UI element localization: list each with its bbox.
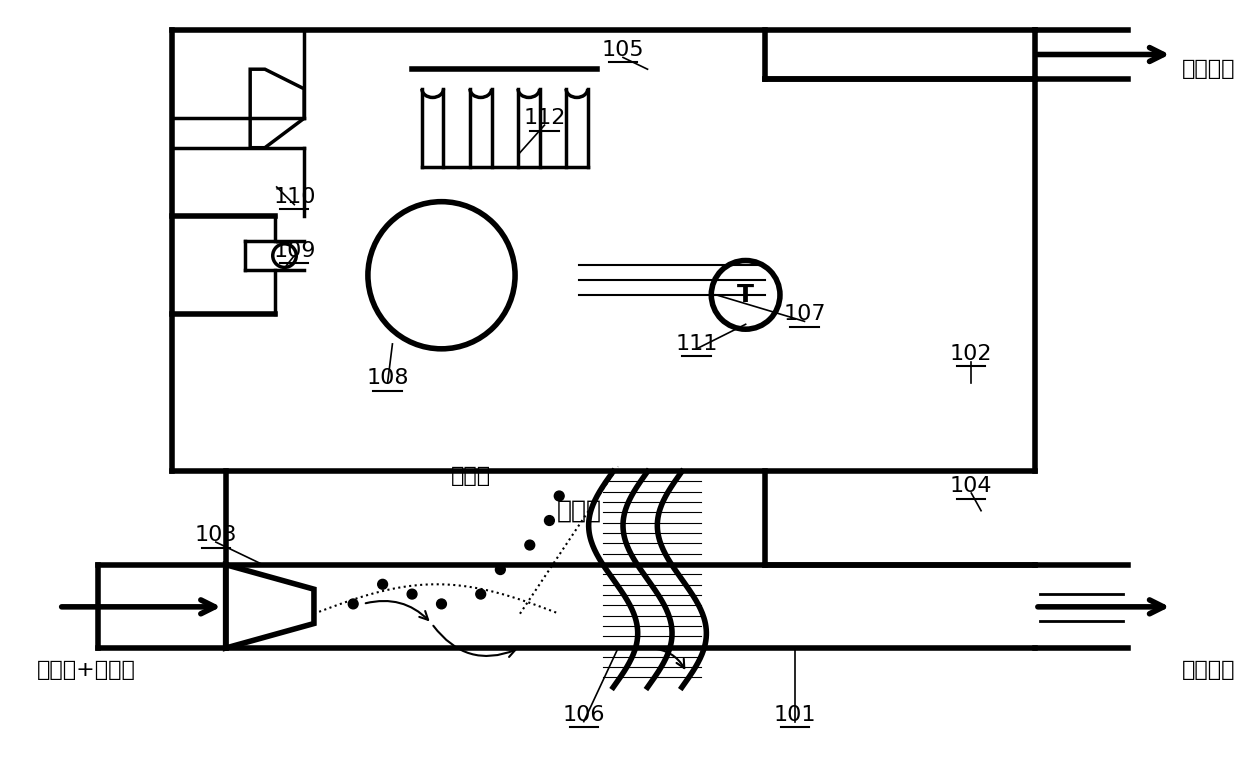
Text: 液态水: 液态水 [451, 467, 491, 486]
Text: T: T [737, 283, 754, 307]
Circle shape [348, 599, 358, 609]
Circle shape [476, 589, 486, 599]
Circle shape [436, 599, 446, 609]
Text: 接引射器: 接引射器 [1182, 60, 1236, 79]
Circle shape [554, 491, 564, 501]
Text: 101: 101 [774, 705, 816, 725]
Text: 103: 103 [195, 525, 237, 545]
Circle shape [378, 579, 388, 589]
Text: 111: 111 [676, 334, 718, 354]
Text: 107: 107 [784, 305, 826, 324]
Text: 110: 110 [273, 187, 315, 207]
Text: 102: 102 [950, 344, 992, 364]
Text: 105: 105 [601, 40, 645, 60]
Text: 112: 112 [523, 108, 565, 128]
Text: 108: 108 [366, 368, 409, 388]
Text: 104: 104 [950, 476, 992, 496]
Text: 接循环泵: 接循环泵 [1182, 659, 1236, 680]
Text: 湿氢气: 湿氢气 [557, 499, 601, 523]
Text: 109: 109 [273, 240, 315, 261]
Circle shape [407, 589, 417, 599]
Text: 106: 106 [563, 705, 605, 725]
Circle shape [496, 565, 505, 575]
Circle shape [544, 516, 554, 525]
Text: 湿氢气+液态水: 湿氢气+液态水 [37, 659, 136, 680]
Circle shape [525, 540, 534, 550]
